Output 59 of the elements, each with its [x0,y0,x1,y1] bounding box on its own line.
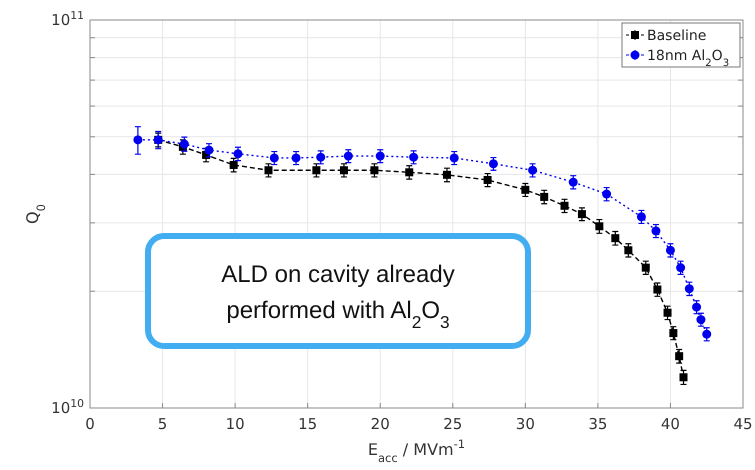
point [664,308,672,317]
point [653,286,662,294]
x-tick-label: 20 [370,415,390,433]
point [340,166,348,174]
point [568,178,578,187]
point [344,152,353,161]
legend-label: 18nm Al$_{2}$O$_{3}$ [647,48,730,68]
point [666,246,675,255]
point [675,352,684,360]
point [230,160,238,169]
point [133,135,142,144]
point [602,190,612,199]
x-tick-label: 10 [226,415,245,433]
point [312,166,320,174]
point [692,302,702,312]
point [450,153,459,162]
y-tick-label: 10$^{10}$ [51,396,84,417]
point [676,263,686,272]
x-tick-label: 15 [298,415,318,433]
point [702,330,712,339]
point [488,159,498,168]
point [696,315,706,324]
point [560,202,569,210]
point [409,152,418,162]
x-tick-label: 5 [158,415,168,433]
point [405,168,414,176]
point [680,373,688,382]
point [611,234,620,242]
x-tick-label: 45 [733,415,753,433]
point [540,192,548,201]
x-tick-label: 25 [443,415,462,433]
x-tick-label: 0 [85,415,95,433]
point [669,329,678,338]
point [204,146,214,155]
point [578,210,586,218]
point [684,284,694,294]
legend-label: Baseline [647,28,706,44]
point [651,226,660,236]
point [370,166,378,174]
point [234,149,243,158]
point [528,166,538,175]
x-tick-label: 30 [516,415,535,433]
point [316,152,326,162]
point [442,170,451,179]
point [642,264,650,272]
point [270,153,279,162]
point [521,186,530,194]
point [264,166,272,174]
point [595,222,604,230]
point [636,212,646,222]
point [624,246,632,254]
point [292,153,301,162]
point [376,152,385,161]
x-tick-label: 35 [588,415,608,433]
point [484,176,492,184]
x-axis-title: E$_{acc}$ / MVm$^{-1}$ [368,437,466,465]
annotation: ALD on cavity already performed with Al$_{2}$O$_{3}$ [221,261,455,332]
x-tick-label: 40 [660,415,680,433]
y-tick-label: 10$^{11}$ [51,8,84,29]
